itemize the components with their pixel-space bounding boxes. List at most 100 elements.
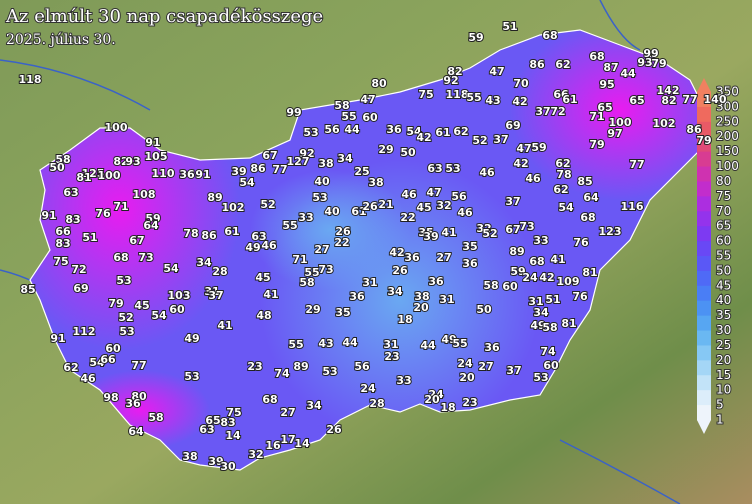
station-value: 58 — [542, 321, 557, 334]
station-value: 54 — [558, 201, 574, 214]
station-value: 99 — [286, 106, 301, 119]
station-value: 83 — [65, 213, 80, 226]
station-value: 53 — [312, 191, 327, 204]
station-value: 37 — [493, 133, 508, 146]
legend-arrow-bottom — [697, 420, 711, 434]
station-value: 66 — [100, 353, 116, 366]
station-value: 56 — [451, 190, 467, 203]
station-value: 68 — [589, 50, 604, 63]
station-value: 64 — [583, 191, 599, 204]
station-value: 46 — [457, 206, 473, 219]
station-value: 82 — [113, 155, 128, 168]
station-value: 83 — [220, 416, 235, 429]
station-value: 69 — [505, 119, 520, 132]
station-value: 79 — [589, 138, 604, 151]
station-value: 36 — [462, 257, 478, 270]
station-value: 89 — [509, 245, 524, 258]
station-value: 39 — [208, 455, 223, 468]
station-value: 59 — [468, 31, 483, 44]
station-value: 29 — [305, 303, 320, 316]
legend-label: 25 — [716, 338, 731, 352]
legend-swatch — [697, 390, 711, 406]
station-value: 97 — [607, 127, 622, 140]
legend-swatch — [697, 345, 711, 361]
station-value: 28 — [212, 265, 227, 278]
station-value: 71 — [292, 253, 307, 266]
station-value: 38 — [182, 450, 197, 463]
station-value: 62 — [555, 58, 570, 71]
station-value: 24 — [428, 388, 444, 401]
station-value: 33 — [533, 234, 548, 247]
station-value: 31 — [204, 285, 219, 298]
legend-swatch — [697, 226, 711, 242]
station-value: 92 — [443, 74, 458, 87]
station-value: 86 — [686, 123, 702, 136]
station-value: 39 — [423, 230, 438, 243]
station-value: 46 — [479, 166, 495, 179]
legend-swatch — [697, 375, 711, 391]
station-value: 47 — [489, 65, 504, 78]
station-value: 77 — [272, 163, 287, 176]
station-value: 69 — [73, 282, 88, 295]
station-value: 27 — [478, 360, 493, 373]
station-value: 59 — [510, 265, 525, 278]
station-value: 65 — [629, 94, 644, 107]
station-value: 53 — [303, 126, 318, 139]
station-value: 41 — [263, 288, 278, 301]
station-value: 77 — [682, 93, 697, 106]
station-value: 54 — [89, 356, 105, 369]
station-value: 61 — [562, 93, 577, 106]
station-value: 73 — [138, 251, 153, 264]
legend-label: 150 — [716, 144, 739, 158]
station-value: 125 — [82, 167, 105, 180]
legend-swatch — [697, 270, 711, 287]
station-value: 37 — [535, 105, 550, 118]
legend-label: 10 — [716, 383, 731, 397]
station-value: 116 — [621, 200, 644, 213]
legend-label: 40 — [716, 293, 731, 307]
station-value: 80 — [371, 77, 387, 90]
station-value: 56 — [324, 123, 340, 136]
station-value: 53 — [445, 162, 460, 175]
station-value: 81 — [582, 266, 597, 279]
station-value: 35 — [335, 306, 350, 319]
station-value: 34 — [306, 399, 322, 412]
station-value: 75 — [226, 406, 241, 419]
station-value: 37 — [208, 289, 223, 302]
station-value: 98 — [103, 391, 118, 404]
station-value: 38 — [414, 290, 429, 303]
station-value: 53 — [119, 325, 134, 338]
station-value: 112 — [73, 325, 96, 338]
station-value: 53 — [322, 365, 337, 378]
station-value: 105 — [145, 150, 168, 163]
station-value: 49 — [245, 241, 260, 254]
station-value: 60 — [169, 303, 185, 316]
station-value: 52 — [260, 198, 275, 211]
station-value: 20 — [413, 301, 429, 314]
station-value: 36 — [404, 251, 420, 264]
station-value: 14 — [294, 437, 310, 450]
station-value: 55 — [304, 266, 319, 279]
station-value: 81 — [76, 171, 91, 184]
station-value: 55 — [282, 219, 297, 232]
station-value: 45 — [134, 299, 149, 312]
station-value: 91 — [195, 168, 210, 181]
station-value: 26 — [326, 423, 342, 436]
station-value: 77 — [131, 359, 146, 372]
station-value: 20 — [424, 393, 440, 406]
station-value: 30 — [220, 460, 236, 473]
station-value: 37 — [506, 364, 521, 377]
station-value: 77 — [629, 158, 644, 171]
station-value: 22 — [400, 211, 415, 224]
legend-label: 35 — [716, 308, 731, 322]
station-value: 38 — [368, 176, 383, 189]
station-value: 73 — [519, 220, 534, 233]
station-value: 34 — [387, 285, 403, 298]
legend-swatch — [697, 151, 711, 168]
station-value: 53 — [116, 274, 131, 287]
station-value: 66 — [55, 225, 71, 238]
station-value: 67 — [505, 223, 520, 236]
station-value: 66 — [553, 88, 569, 101]
station-value: 83 — [55, 237, 70, 250]
station-value: 34 — [196, 256, 212, 269]
